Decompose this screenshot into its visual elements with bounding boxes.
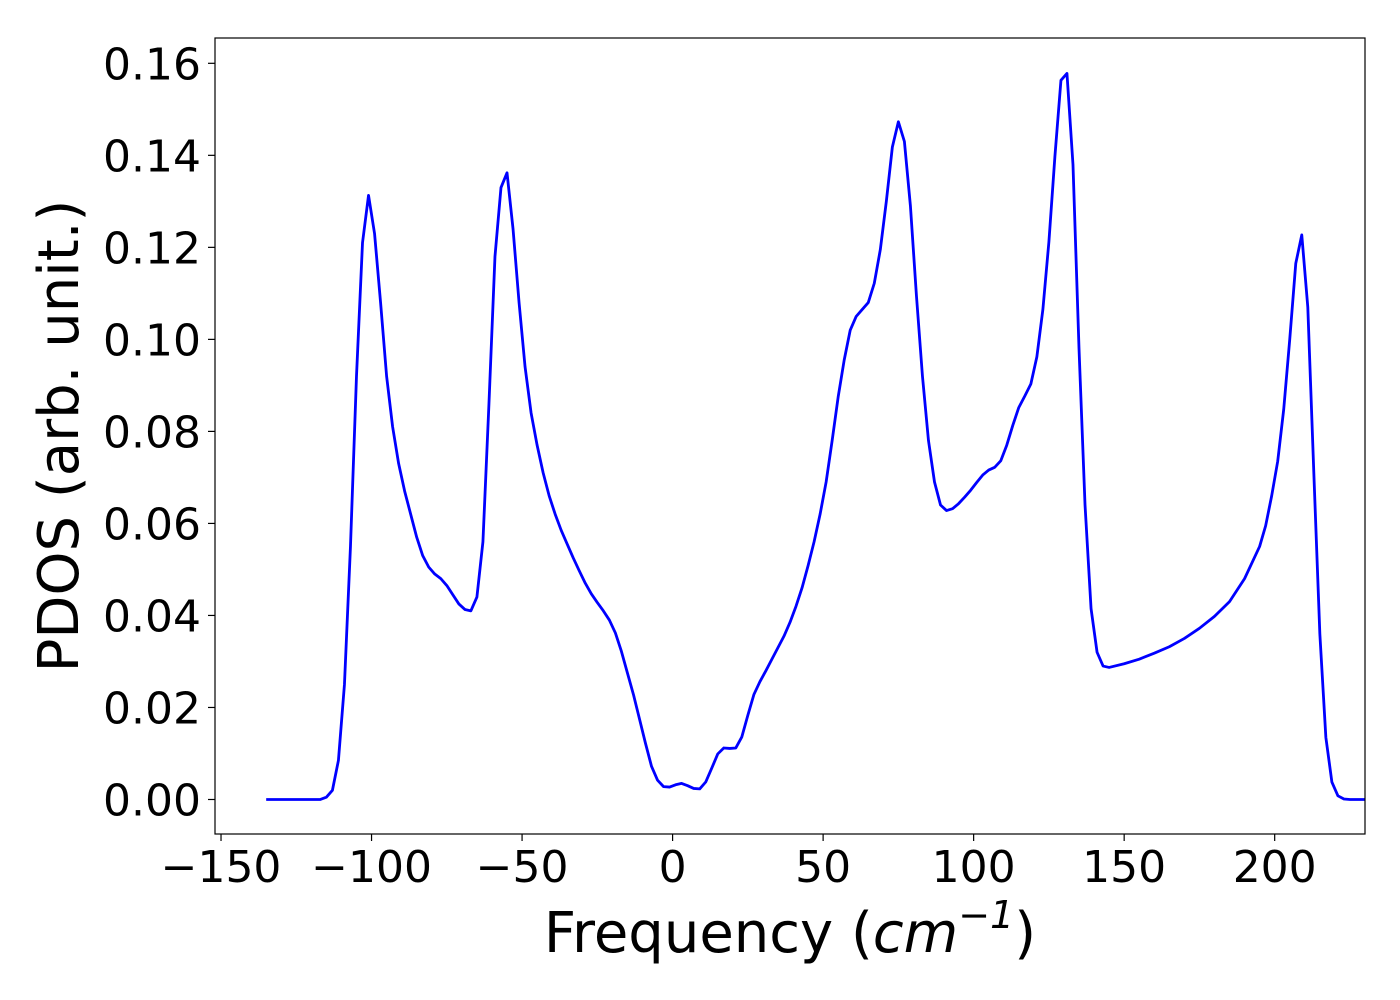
y-tick-label: 0.04 — [103, 591, 201, 642]
x-axis-title-close-paren: ) — [1014, 901, 1036, 966]
y-tick-label: 0.08 — [103, 407, 201, 458]
x-axis-title-text: Frequency — [544, 901, 833, 966]
x-tick-label: 0 — [659, 842, 687, 893]
x-tick-label: −50 — [476, 842, 569, 893]
x-tick-label: 150 — [1082, 842, 1166, 893]
y-axis-title: PDOS (arb. unit.) — [27, 200, 92, 673]
y-tick-label: 0.16 — [103, 39, 201, 90]
x-axis-unit-base: cm — [873, 901, 958, 966]
x-axis-title-open-paren: ( — [851, 901, 873, 966]
x-axis: −150 −100 −50 0 50 100 150 200 — [161, 834, 1317, 893]
x-tick-label: 100 — [932, 842, 1016, 893]
y-tick-label: 0.00 — [103, 775, 201, 826]
x-axis-title: Frequency (cm−1) — [544, 893, 1036, 966]
y-tick-label: 0.12 — [103, 223, 201, 274]
x-tick-label: −100 — [311, 842, 432, 893]
plot-frame — [214, 37, 1366, 835]
x-tick-label: 50 — [795, 842, 851, 893]
y-tick-label: 0.06 — [103, 499, 201, 550]
series-layer — [266, 72, 1365, 801]
y-axis: 0.00 0.02 0.04 0.06 0.08 0.10 0.12 0.14 0.16 — [103, 39, 215, 826]
series-line-0 — [266, 72, 1365, 801]
y-tick-label: 0.14 — [103, 131, 201, 182]
y-tick-label: 0.02 — [103, 683, 201, 734]
x-tick-label: −150 — [161, 842, 282, 893]
x-axis-unit-exponent: −1 — [958, 893, 1014, 937]
x-tick-label: 200 — [1233, 842, 1317, 893]
y-tick-label: 0.10 — [103, 315, 201, 366]
